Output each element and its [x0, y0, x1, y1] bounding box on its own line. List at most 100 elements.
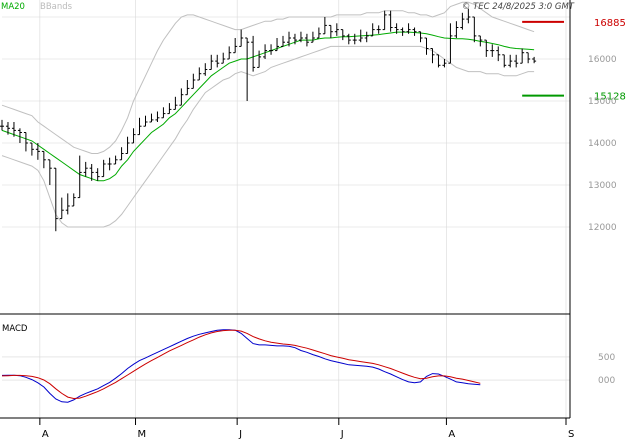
- ma20-series-line: [1, 31, 535, 182]
- ohlc-bar: [370, 23, 375, 37]
- ohlc-bar: [179, 88, 184, 106]
- ohlc-bar: [0, 119, 4, 131]
- price-tick-label: 14000: [588, 139, 617, 149]
- ohlc-bar: [502, 54, 507, 68]
- ohlc-bar: [275, 38, 280, 52]
- ohlc-bar: [167, 103, 172, 115]
- ohlc-bar: [478, 35, 483, 47]
- ohlc-bar: [334, 23, 339, 36]
- ohlc-bar: [239, 29, 244, 47]
- month-tick-label: M: [138, 429, 147, 440]
- price-tick-label: 15000: [588, 97, 617, 107]
- ohlc-bar: [227, 46, 232, 60]
- ohlc-bars: [0, 8, 537, 232]
- ohlc-bar: [340, 29, 345, 41]
- ohlc-bar: [89, 164, 94, 181]
- grid: [2, 0, 570, 425]
- ohlc-bar: [424, 37, 429, 55]
- y-axis: 12000 13000 14000 15000 16000 000 500: [588, 55, 617, 386]
- price-tick-label: 13000: [588, 181, 617, 191]
- ohlc-bar: [322, 17, 327, 35]
- ohlc-bar: [23, 132, 28, 152]
- ohlc-bar: [197, 67, 202, 81]
- ohlc-bar: [161, 107, 166, 119]
- ohlc-bar: [95, 168, 100, 181]
- ohlc-bar: [346, 33, 351, 45]
- ohlc-bar: [490, 44, 495, 57]
- ohlc-bar: [65, 193, 70, 215]
- ohlc-bar: [316, 27, 321, 39]
- ohlc-bar: [484, 39, 489, 57]
- bbands-legend-label: BBands: [40, 2, 73, 12]
- ohlc-bar: [209, 54, 214, 70]
- ohlc-bar: [400, 27, 405, 36]
- ohlc-bar: [508, 54, 513, 68]
- ohlc-bar: [394, 23, 399, 34]
- ohlc-bar: [221, 52, 226, 64]
- ohlc-bar: [442, 59, 447, 68]
- ohlc-bar: [185, 80, 190, 96]
- macd-tick-label: 500: [598, 353, 615, 363]
- ohlc-bar: [448, 23, 453, 64]
- ohlc-bar: [526, 52, 531, 64]
- ohlc-bar: [352, 33, 357, 45]
- ohlc-bar: [376, 25, 381, 34]
- ohlc-bar: [304, 33, 309, 47]
- ohlc-bar: [41, 150, 46, 169]
- ohlc-bar: [245, 37, 250, 101]
- ohlc-bar: [101, 159, 106, 178]
- ohlc-bar: [53, 167, 58, 232]
- ohlc-bar: [466, 8, 471, 24]
- panel-frame: [0, 0, 571, 419]
- ohlc-bar: [191, 73, 196, 89]
- ohlc-bar: [107, 157, 112, 171]
- month-tick-label: A: [448, 429, 455, 440]
- ohlc-bar: [11, 122, 16, 137]
- ohlc-bar: [173, 96, 178, 110]
- ohlc-bar: [71, 193, 76, 207]
- month-tick-label: A: [42, 429, 49, 440]
- bband-upper-line: [1, 1, 535, 154]
- copyright-text: © TEC 24/8/2025 3:0 GMT: [462, 2, 575, 12]
- ohlc-bar: [215, 54, 220, 68]
- ohlc-bar: [233, 38, 238, 54]
- ohlc-bar: [35, 143, 40, 160]
- ohlc-bar: [328, 24, 333, 38]
- bbands: [1, 1, 535, 228]
- ohlc-bar: [520, 48, 525, 64]
- ohlc-bar: [263, 44, 268, 59]
- ohlc-bar: [149, 113, 154, 123]
- ohlc-bar: [29, 142, 34, 156]
- ohlc-bar: [286, 31, 291, 47]
- support-label: 15128: [594, 92, 626, 103]
- ohlc-bar: [298, 31, 303, 43]
- ohlc-bar: [310, 31, 315, 43]
- ohlc-bar: [281, 35, 286, 47]
- ohlc-bar: [59, 197, 64, 220]
- month-tick-label: J: [238, 429, 242, 440]
- ohlc-bar: [388, 10, 393, 32]
- ohlc-bar: [358, 29, 363, 43]
- macd-series-line: [1, 329, 481, 403]
- ohlc-bar: [131, 128, 136, 144]
- ohlc-bar: [412, 27, 417, 36]
- ohlc-bar: [418, 31, 423, 43]
- month-tick-label: S: [568, 429, 574, 440]
- bband-lower-line: [1, 45, 535, 228]
- ohlc-bar: [47, 159, 52, 185]
- ohlc-bar: [17, 128, 22, 143]
- price-levels: 16885 15128: [522, 18, 626, 103]
- ohlc-bar: [155, 111, 160, 122]
- ohlc-bar: [364, 31, 369, 43]
- ohlc-bar: [257, 50, 262, 68]
- ohlc-bar: [472, 16, 477, 43]
- ohlc-bar: [119, 147, 124, 161]
- ohlc-bar: [496, 46, 501, 62]
- ohlc-bar: [406, 23, 411, 34]
- ohlc-bar: [125, 136, 130, 154]
- ohlc-bar: [460, 12, 465, 30]
- ohlc-bar: [532, 56, 537, 64]
